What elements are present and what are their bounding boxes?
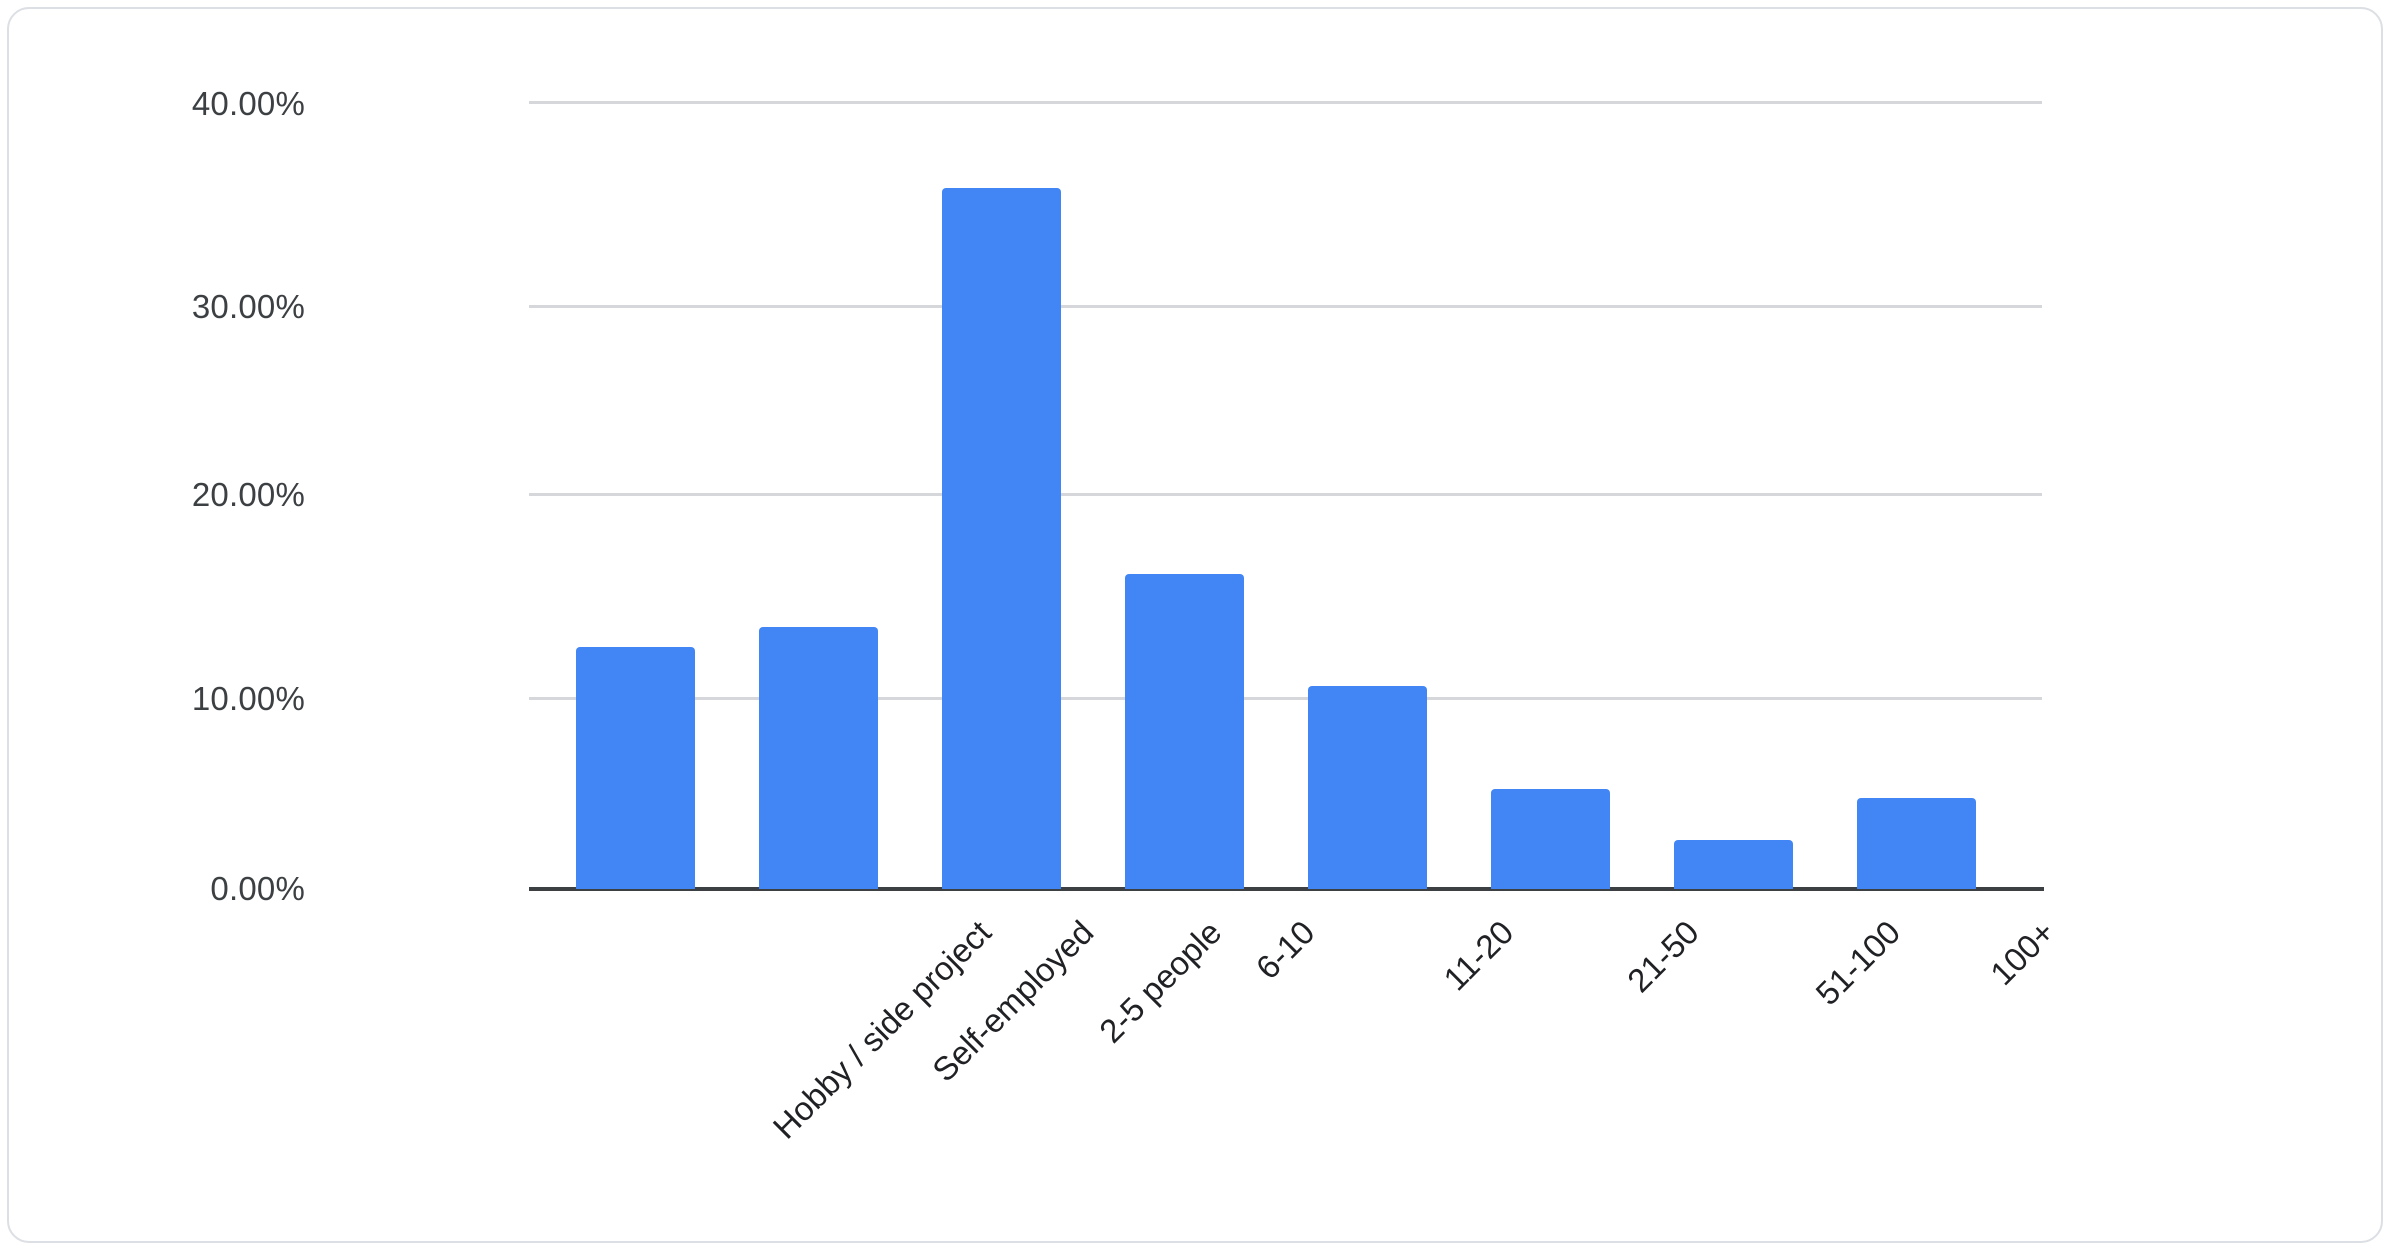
gridline-30 — [529, 305, 2042, 308]
bar-6-10[interactable] — [1125, 573, 1244, 889]
ytick-label-30: 30.00% — [191, 288, 305, 325]
xtick-label-100-plus: 100+ — [1983, 913, 2062, 993]
bar-2-5-people[interactable] — [942, 187, 1061, 889]
bar-11-20[interactable] — [1308, 686, 1427, 889]
xtick-label-6-10: 6-10 — [1248, 913, 1322, 987]
xtick-label-21-50: 21-50 — [1620, 913, 1706, 1000]
bar-self-employed[interactable] — [759, 626, 878, 889]
gridline-20 — [529, 493, 2042, 496]
plot-area: 40.00% 30.00% 20.00% 10.00% 0.00% Hobby … — [9, 9, 2381, 1241]
ytick-label-0: 0.00% — [210, 870, 305, 907]
gridline-10 — [529, 697, 2042, 700]
xtick-label-2-5-people: 2-5 people — [1091, 913, 1229, 1050]
ytick-label-20: 20.00% — [191, 476, 305, 513]
bar-21-50[interactable] — [1491, 788, 1610, 889]
xtick-label-51-100: 51-100 — [1808, 913, 1908, 1013]
chart-card: 40.00% 30.00% 20.00% 10.00% 0.00% Hobby … — [7, 7, 2383, 1243]
x-axis-line — [529, 887, 2044, 891]
bar-51-100[interactable] — [1674, 839, 1793, 889]
ytick-label-10: 10.00% — [191, 680, 305, 717]
bar-hobby-side-project[interactable] — [576, 646, 695, 889]
xtick-label-11-20: 11-20 — [1436, 913, 1521, 998]
gridline-40 — [529, 101, 2042, 104]
bar-100-plus[interactable] — [1857, 798, 1976, 889]
ytick-label-40: 40.00% — [191, 85, 305, 122]
